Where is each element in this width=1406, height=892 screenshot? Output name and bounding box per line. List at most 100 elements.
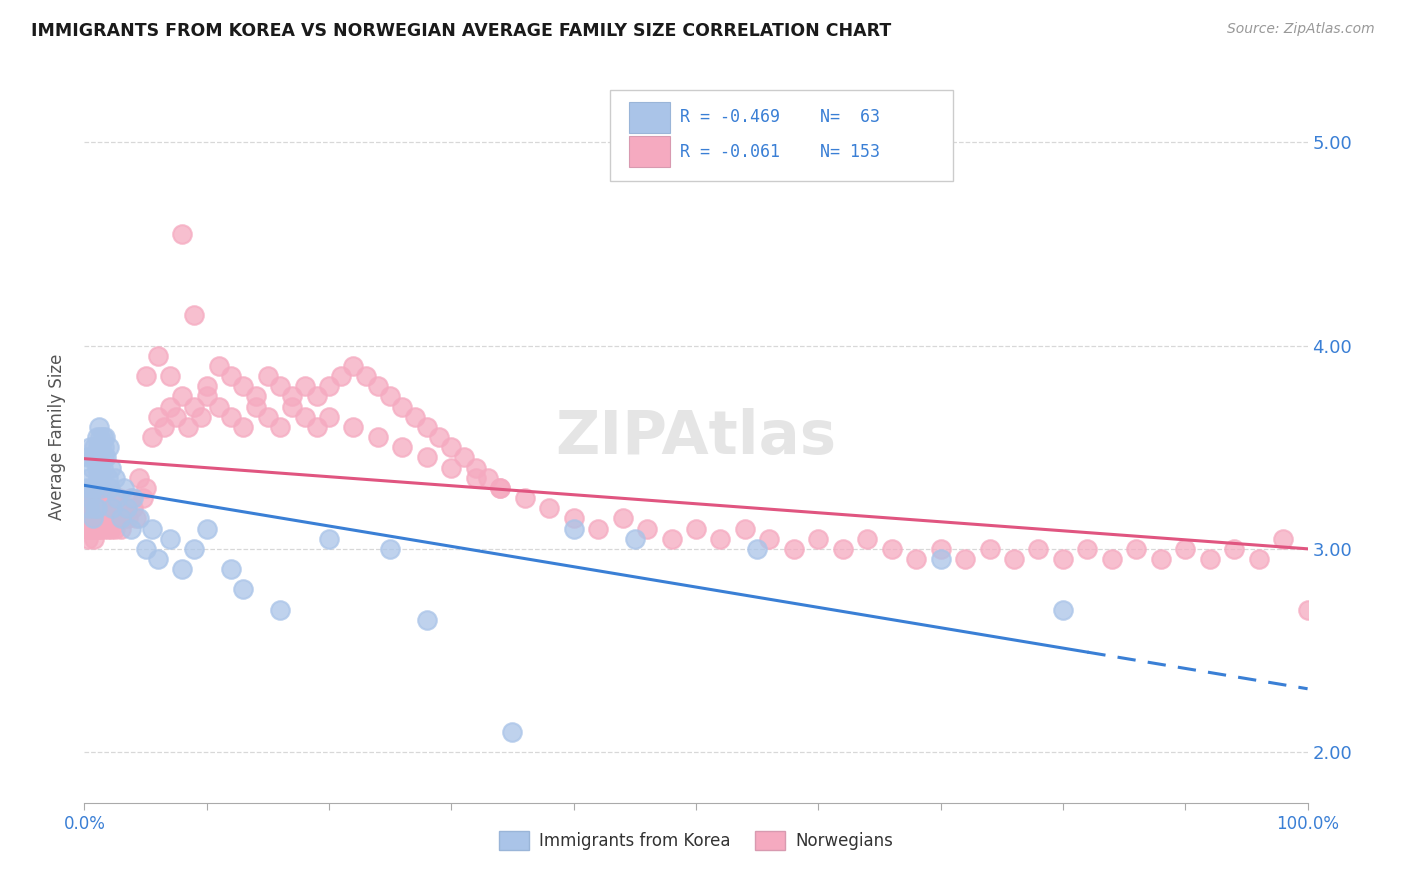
Point bbox=[77, 501, 100, 516]
Point bbox=[1101, 552, 1123, 566]
Point bbox=[90, 521, 112, 535]
Point bbox=[110, 521, 132, 535]
Point bbox=[342, 359, 364, 373]
Point bbox=[979, 541, 1001, 556]
Point bbox=[135, 481, 157, 495]
Text: ZIPAtlas: ZIPAtlas bbox=[555, 408, 837, 467]
Point bbox=[880, 541, 903, 556]
Point bbox=[98, 481, 121, 495]
Point bbox=[318, 379, 340, 393]
Point bbox=[440, 440, 463, 454]
Point bbox=[94, 430, 117, 444]
Point bbox=[342, 420, 364, 434]
Point bbox=[86, 521, 108, 535]
Point bbox=[83, 532, 105, 546]
Point bbox=[77, 521, 100, 535]
Point bbox=[120, 521, 142, 535]
Point bbox=[125, 511, 148, 525]
Point bbox=[122, 501, 145, 516]
Point bbox=[183, 400, 205, 414]
Point bbox=[440, 460, 463, 475]
Point bbox=[245, 400, 267, 414]
Point bbox=[245, 389, 267, 403]
Point bbox=[330, 369, 353, 384]
Point bbox=[94, 501, 117, 516]
Text: R = -0.469    N=  63: R = -0.469 N= 63 bbox=[681, 109, 880, 127]
Point bbox=[76, 481, 98, 495]
Point bbox=[91, 511, 114, 525]
Point bbox=[562, 511, 585, 525]
Point bbox=[1247, 552, 1270, 566]
Point bbox=[758, 532, 780, 546]
Point bbox=[146, 349, 169, 363]
Point bbox=[84, 450, 107, 465]
Point bbox=[100, 460, 122, 475]
Point bbox=[117, 511, 139, 525]
Point bbox=[453, 450, 475, 465]
Point bbox=[464, 471, 486, 485]
Point bbox=[93, 521, 115, 535]
Point bbox=[281, 389, 304, 403]
Point bbox=[294, 379, 316, 393]
Point bbox=[953, 552, 976, 566]
Point bbox=[135, 369, 157, 384]
Text: R = -0.061    N= 153: R = -0.061 N= 153 bbox=[681, 143, 880, 161]
Point bbox=[112, 481, 135, 495]
Point bbox=[115, 501, 138, 516]
Point bbox=[101, 501, 124, 516]
Point bbox=[83, 481, 105, 495]
Point bbox=[624, 532, 647, 546]
Point bbox=[96, 450, 118, 465]
Point bbox=[190, 409, 212, 424]
Point bbox=[165, 409, 187, 424]
Point bbox=[93, 450, 115, 465]
Point bbox=[856, 532, 879, 546]
Point bbox=[103, 511, 125, 525]
Point bbox=[159, 532, 181, 546]
Point bbox=[1052, 552, 1074, 566]
Point bbox=[146, 409, 169, 424]
Point bbox=[89, 430, 111, 444]
Point bbox=[172, 227, 194, 241]
Point bbox=[269, 603, 291, 617]
Point bbox=[87, 521, 110, 535]
Point bbox=[219, 369, 242, 384]
Point bbox=[93, 440, 115, 454]
Point bbox=[159, 400, 181, 414]
Point bbox=[75, 511, 97, 525]
Point bbox=[513, 491, 536, 505]
Point bbox=[84, 511, 107, 525]
Point bbox=[391, 400, 413, 414]
Point bbox=[747, 541, 769, 556]
Point bbox=[89, 491, 111, 505]
Point bbox=[80, 501, 103, 516]
Point bbox=[86, 460, 108, 475]
Point bbox=[183, 541, 205, 556]
Point bbox=[77, 532, 100, 546]
Point bbox=[79, 511, 101, 525]
Point bbox=[153, 420, 176, 434]
Point bbox=[416, 450, 439, 465]
Point bbox=[734, 521, 756, 535]
Point bbox=[183, 308, 205, 322]
Point bbox=[159, 369, 181, 384]
FancyBboxPatch shape bbox=[628, 102, 671, 133]
Point bbox=[586, 521, 609, 535]
Point bbox=[115, 501, 138, 516]
Point bbox=[89, 511, 111, 525]
Point bbox=[89, 460, 111, 475]
Point bbox=[1002, 552, 1025, 566]
Point bbox=[807, 532, 830, 546]
Point bbox=[380, 541, 402, 556]
Point bbox=[208, 400, 231, 414]
Point bbox=[709, 532, 731, 546]
Point bbox=[281, 400, 304, 414]
Point bbox=[79, 491, 101, 505]
Point bbox=[1028, 541, 1050, 556]
Point bbox=[77, 491, 100, 505]
Point bbox=[464, 460, 486, 475]
Point bbox=[82, 511, 104, 525]
Point bbox=[80, 521, 103, 535]
Point bbox=[489, 481, 512, 495]
Point bbox=[82, 450, 104, 465]
